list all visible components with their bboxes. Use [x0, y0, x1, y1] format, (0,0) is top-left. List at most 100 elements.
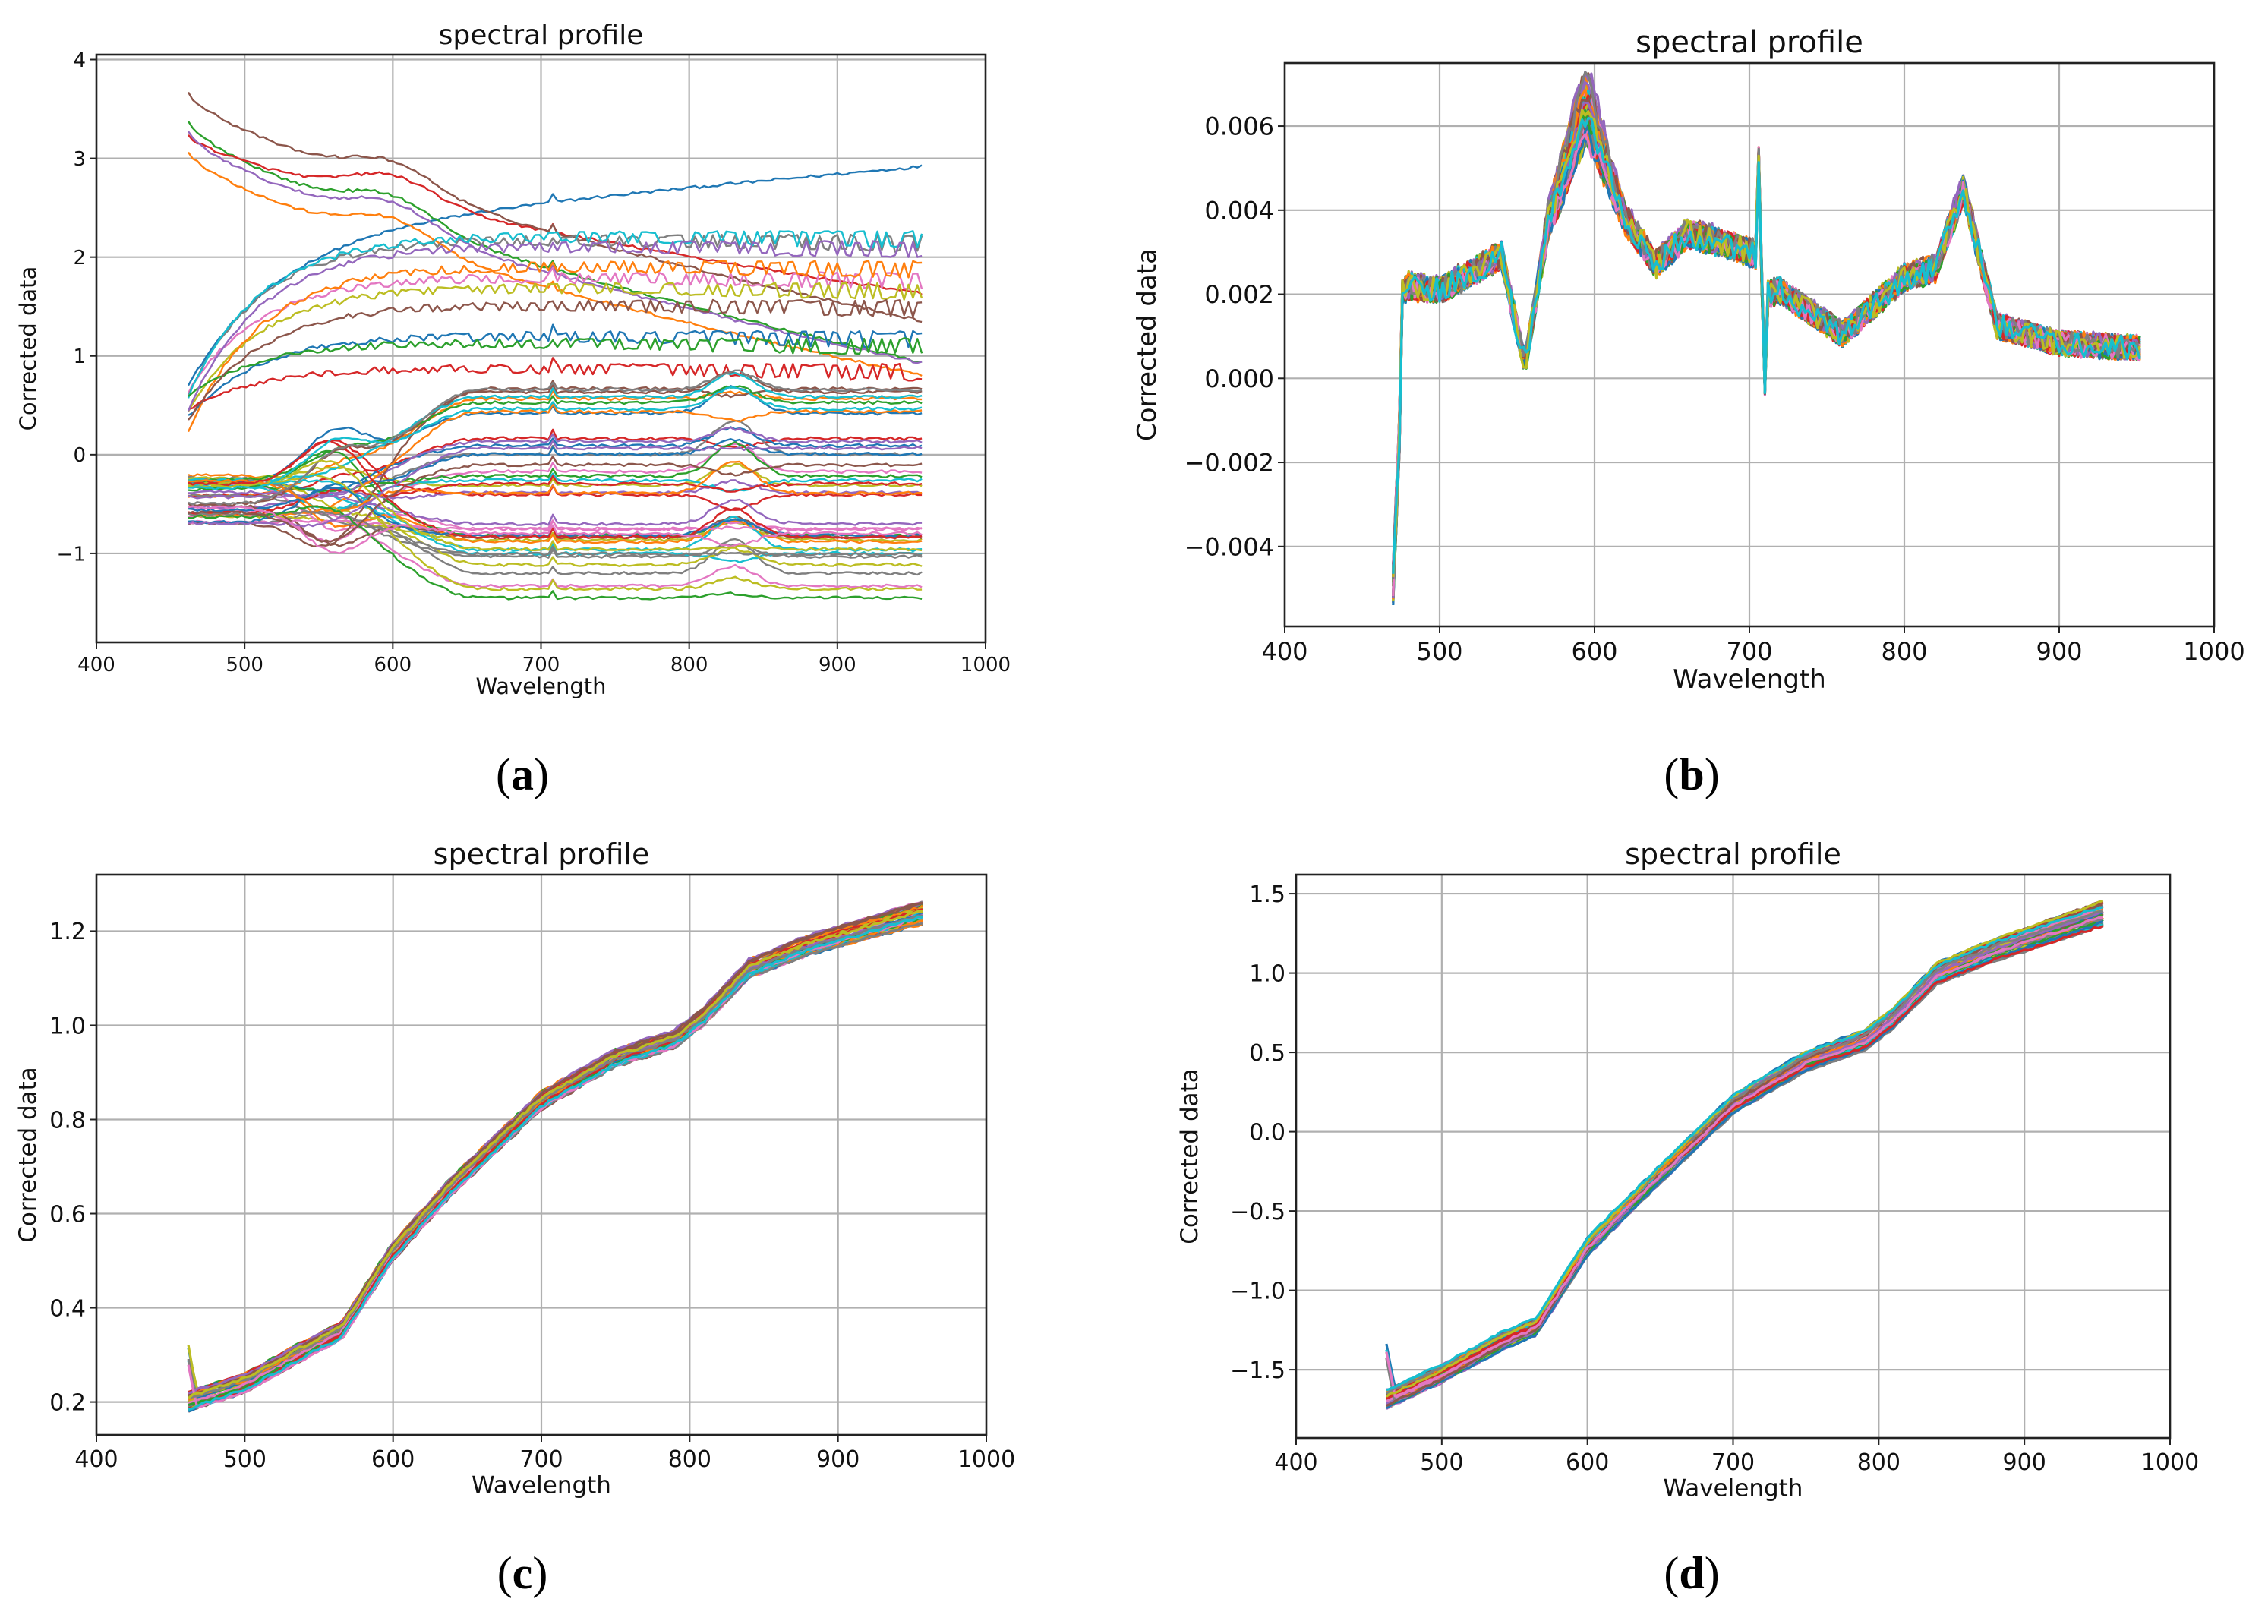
x-tick-label: 900 [816, 1446, 860, 1473]
caption-close-paren: ) [1705, 1548, 1720, 1598]
y-tick-label: 0.5 [1249, 1040, 1285, 1067]
chart-title: spectral profile [439, 20, 644, 51]
y-tick-label: 0.000 [1204, 364, 1274, 393]
caption-close-paren: ) [1705, 749, 1720, 799]
series-line [188, 910, 923, 1399]
panel-caption: (d) [1664, 1548, 1719, 1598]
series-line [187, 164, 923, 386]
caption-open-paren: ( [1664, 749, 1679, 799]
x-tick-label: 700 [522, 654, 560, 676]
y-tick-label: 0.6 [49, 1201, 86, 1228]
x-tick-label: 700 [1711, 1449, 1755, 1476]
x-tick-label: 900 [2003, 1449, 2046, 1476]
chart-panel-a: 400 500 600 700 800 900 1000 −1 0 1 2 3 4 spectral pr… [15, 20, 1011, 799]
x-axis-label: Wavelength [1664, 1475, 1803, 1503]
series-line [187, 282, 923, 412]
caption-letter: b [1679, 749, 1704, 799]
y-axis-label: Corrected data [14, 1067, 42, 1243]
series-group [187, 91, 923, 601]
series-line [188, 337, 923, 397]
series-line [188, 473, 923, 544]
y-tick-label: −1.5 [1230, 1358, 1285, 1384]
series-line [188, 440, 923, 528]
y-tick-label: −1 [57, 543, 86, 566]
x-tick-label: 600 [1571, 637, 1617, 666]
series-line [188, 372, 923, 483]
series-line [188, 901, 923, 1397]
series-line [1385, 916, 2103, 1398]
chart-title: spectral profile [434, 837, 650, 871]
series-line [188, 440, 923, 540]
panel-caption: (c) [497, 1548, 548, 1598]
y-tick-label: 1.2 [49, 919, 86, 945]
series-group [187, 900, 924, 1413]
x-tick-label: 800 [1857, 1449, 1901, 1476]
y-tick-label: 0.004 [1204, 196, 1274, 225]
chart-title: spectral profile [1625, 837, 1841, 871]
series-line [188, 519, 923, 532]
chart-panel-d: 400 500 600 700 800 900 1000 −1.5 −1.0 −0.5 0.0 0.5… [1176, 837, 2199, 1598]
panel-caption: (b) [1664, 749, 1719, 799]
y-tick-label: 0.4 [49, 1295, 86, 1322]
x-tick-label: 600 [1566, 1449, 1609, 1476]
chart-title: spectral profile [1636, 25, 1863, 60]
x-tick-label: 500 [1416, 637, 1462, 666]
series-line [188, 510, 923, 559]
y-tick-label: 0.2 [49, 1389, 86, 1416]
panel-caption: (a) [496, 749, 549, 799]
series-line [188, 455, 923, 543]
y-tick-label: −0.5 [1230, 1199, 1285, 1225]
y-tick-label: 3 [73, 148, 86, 171]
y-tick-label: 1.5 [1249, 881, 1285, 908]
series-line [188, 357, 923, 410]
series-line [188, 298, 923, 421]
series-line [188, 510, 923, 557]
series-line [1386, 906, 2104, 1392]
series-line [188, 385, 923, 482]
caption-open-paren: ( [497, 1548, 513, 1598]
y-tick-label: 1 [73, 345, 86, 368]
y-axis-label: Corrected data [1132, 248, 1162, 441]
y-tick-label: 2 [73, 247, 86, 270]
x-axis-label: Wavelength [1673, 664, 1826, 695]
x-tick-label: 800 [1881, 637, 1927, 666]
x-axis-label: Wavelength [472, 1472, 611, 1499]
x-tick-label: 400 [74, 1446, 118, 1473]
x-tick-label: 900 [819, 654, 856, 676]
x-tick-label: 1000 [2141, 1449, 2199, 1476]
caption-letter: d [1679, 1548, 1704, 1598]
x-tick-label: 600 [371, 1446, 415, 1473]
series-line [188, 915, 923, 1411]
series-line [187, 240, 923, 412]
panels: 400 500 600 700 800 900 1000 −1 0 1 2 3 4 spectral pr… [14, 20, 2245, 1598]
series-line [188, 428, 923, 498]
x-tick-label: 700 [519, 1446, 563, 1473]
x-tick-label: 800 [670, 654, 708, 676]
series-line [188, 459, 923, 552]
x-tick-label: 900 [2036, 637, 2082, 666]
series-line [188, 492, 923, 526]
y-tick-label: 1.0 [1249, 960, 1285, 987]
x-tick-label: 1000 [961, 654, 1011, 676]
y-tick-label: 1.0 [49, 1013, 86, 1039]
series-line [188, 914, 923, 1400]
y-tick-label: 0 [73, 444, 86, 467]
series-line [188, 385, 923, 484]
series-line [187, 91, 923, 323]
series-line [1392, 117, 2141, 574]
series-line [188, 505, 923, 601]
y-tick-label: 4 [73, 49, 86, 72]
y-tick-label: 0.002 [1204, 280, 1274, 309]
series-group [1392, 70, 2141, 606]
y-axis-label: Corrected data [15, 266, 41, 431]
y-axis-label: Corrected data [1176, 1068, 1203, 1244]
caption-close-paren: ) [534, 749, 549, 799]
y-tick-label: −1.0 [1230, 1278, 1285, 1304]
x-tick-label: 800 [668, 1446, 711, 1473]
y-tick-label: −0.004 [1184, 532, 1274, 561]
series-line [188, 151, 923, 377]
y-tick-label: 0.8 [49, 1107, 86, 1134]
chart-panel-c: 400 500 600 700 800 900 1000 0.2 0.4 0.6 0.8 1.0 1.2… [14, 837, 1015, 1598]
series-line [188, 426, 923, 493]
